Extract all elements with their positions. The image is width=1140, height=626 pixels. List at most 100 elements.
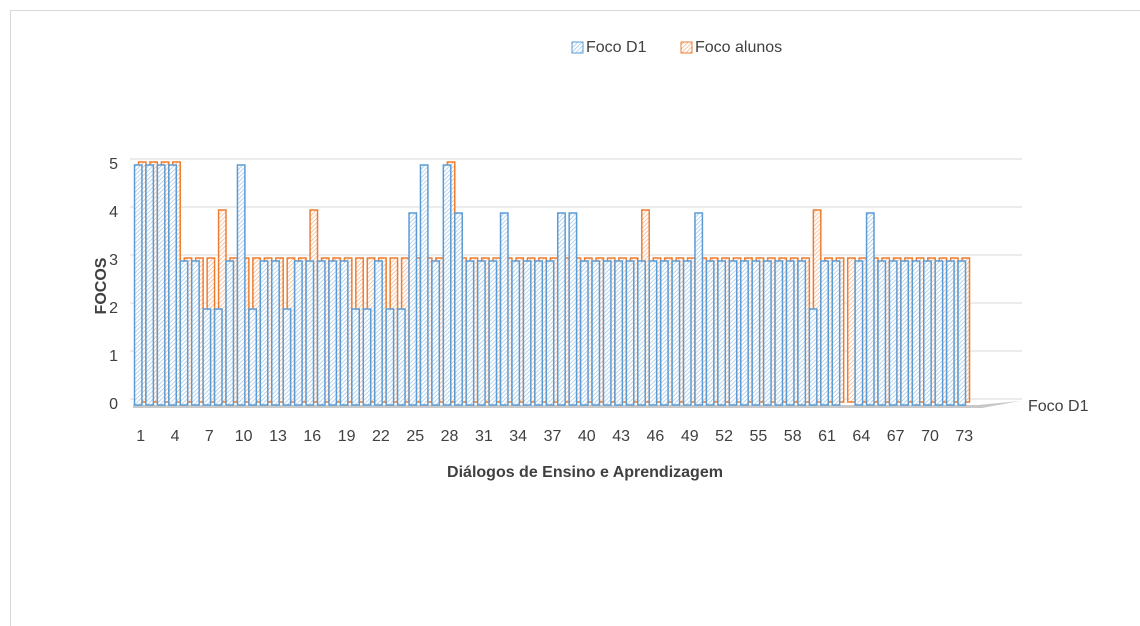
bar bbox=[351, 308, 361, 406]
bar bbox=[774, 260, 784, 406]
x-tick-label: 46 bbox=[647, 428, 665, 445]
bar bbox=[739, 260, 749, 406]
bar bbox=[637, 260, 646, 406]
x-tick-label: 31 bbox=[475, 428, 493, 445]
depth-axis-label: Foco D1 bbox=[1028, 398, 1089, 415]
bar bbox=[339, 260, 349, 406]
bar bbox=[922, 260, 932, 406]
bar bbox=[156, 164, 166, 406]
bar bbox=[659, 260, 669, 406]
x-tick-label: 61 bbox=[818, 428, 836, 445]
bar bbox=[225, 260, 235, 406]
legend-swatch bbox=[680, 41, 693, 54]
bar bbox=[751, 260, 761, 406]
x-tick-label: 16 bbox=[303, 428, 321, 445]
x-tick-label: 70 bbox=[921, 428, 939, 445]
x-tick-label: 13 bbox=[269, 428, 287, 445]
bar bbox=[385, 308, 395, 406]
y-tick-label: 4 bbox=[109, 204, 118, 221]
bar bbox=[934, 260, 944, 406]
legend-swatch bbox=[571, 41, 584, 54]
x-tick-label: 1 bbox=[136, 428, 145, 445]
bar bbox=[614, 260, 624, 406]
bar bbox=[717, 260, 727, 406]
bar bbox=[888, 260, 898, 406]
bar bbox=[476, 260, 486, 406]
bar bbox=[694, 212, 704, 406]
bar bbox=[579, 260, 589, 406]
legend-label: Foco D1 bbox=[586, 39, 647, 56]
bar bbox=[373, 260, 383, 406]
bar bbox=[179, 260, 189, 406]
y-tick-label: 3 bbox=[109, 252, 118, 269]
bar bbox=[248, 308, 258, 406]
bar bbox=[705, 260, 715, 406]
bar bbox=[328, 260, 338, 406]
bar bbox=[797, 260, 807, 406]
x-axis-title: Diálogos de Ensino e Aprendizagem bbox=[447, 464, 723, 481]
bar bbox=[625, 260, 635, 406]
bar bbox=[499, 212, 509, 406]
x-tick-label: 58 bbox=[784, 428, 802, 445]
bar bbox=[556, 212, 566, 406]
bar bbox=[820, 260, 829, 406]
bar bbox=[202, 308, 212, 406]
bar bbox=[190, 260, 200, 406]
y-tick-label: 2 bbox=[109, 300, 118, 317]
bar bbox=[362, 308, 372, 406]
bar bbox=[671, 260, 681, 406]
bar bbox=[522, 260, 532, 406]
bar bbox=[431, 260, 441, 406]
bar bbox=[785, 260, 795, 406]
bar bbox=[145, 164, 155, 406]
bar bbox=[877, 260, 887, 406]
bar bbox=[305, 260, 315, 406]
x-tick-label: 55 bbox=[749, 428, 767, 445]
x-tick-label: 19 bbox=[338, 428, 356, 445]
bar bbox=[728, 260, 738, 406]
bar bbox=[648, 260, 658, 406]
bar bbox=[534, 260, 544, 406]
bar bbox=[865, 212, 875, 406]
bar bbox=[602, 260, 612, 406]
x-tick-label: 40 bbox=[578, 428, 596, 445]
x-tick-label: 4 bbox=[171, 428, 180, 445]
bar bbox=[465, 260, 475, 406]
bar bbox=[454, 212, 463, 406]
x-tick-label: 28 bbox=[441, 428, 459, 445]
x-tick-label: 52 bbox=[715, 428, 733, 445]
floor bbox=[133, 401, 1020, 408]
bar bbox=[133, 164, 143, 406]
x-tick-label: 10 bbox=[235, 428, 253, 445]
bar bbox=[831, 260, 841, 406]
bar bbox=[396, 308, 406, 406]
bar bbox=[259, 260, 269, 406]
x-tick-label: 64 bbox=[852, 428, 870, 445]
bar bbox=[682, 260, 692, 406]
bar bbox=[762, 260, 772, 406]
x-tick-label: 22 bbox=[372, 428, 390, 445]
bar bbox=[408, 212, 418, 406]
x-tick-label: 34 bbox=[509, 428, 527, 445]
bar bbox=[846, 257, 856, 403]
bar bbox=[442, 164, 452, 406]
x-tick-label: 37 bbox=[544, 428, 562, 445]
bar bbox=[545, 260, 555, 406]
y-axis-title: FOCOS bbox=[93, 257, 110, 314]
legend-label: Foco alunos bbox=[695, 39, 782, 56]
bar bbox=[911, 260, 921, 406]
bar bbox=[854, 260, 864, 406]
x-tick-label: 25 bbox=[406, 428, 424, 445]
bar bbox=[168, 164, 178, 406]
x-tick-label: 7 bbox=[205, 428, 214, 445]
x-tick-label: 67 bbox=[887, 428, 905, 445]
bar bbox=[957, 260, 967, 406]
bar bbox=[568, 212, 578, 406]
bar bbox=[236, 164, 246, 406]
bar bbox=[282, 308, 292, 406]
y-tick-label: 1 bbox=[109, 348, 118, 365]
bar bbox=[808, 308, 818, 406]
y-tick-label: 0 bbox=[109, 396, 118, 413]
bar bbox=[213, 308, 223, 406]
